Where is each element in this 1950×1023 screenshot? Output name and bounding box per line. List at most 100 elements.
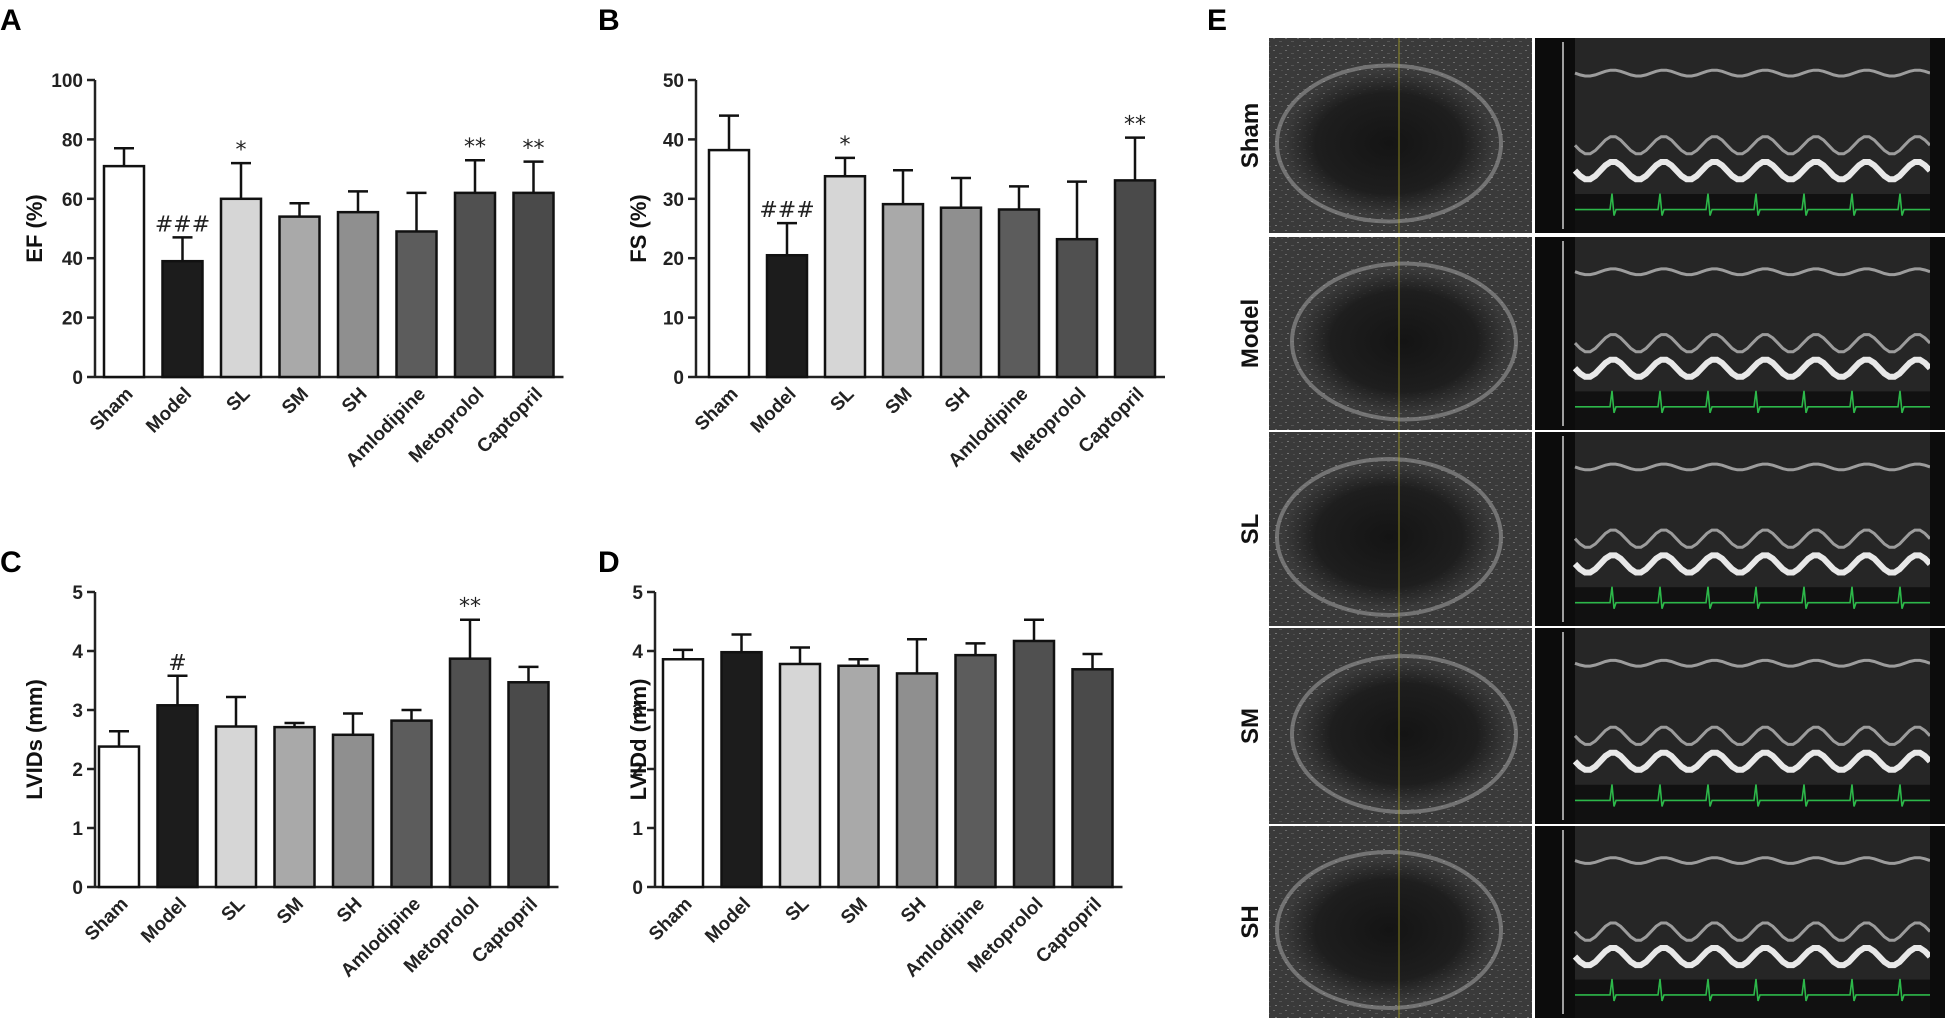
- depth-scale: [1535, 237, 1575, 430]
- y-tick-label: 10: [663, 309, 684, 330]
- category-label: SH: [333, 894, 367, 928]
- significance-label: **: [523, 137, 545, 162]
- error-bar: [172, 236, 193, 262]
- category-label: SH: [338, 384, 372, 418]
- echo-row-sm: SM: [1237, 628, 1945, 824]
- y-tick-label: 3: [632, 701, 643, 722]
- wall-motion-trace: [1573, 921, 1932, 942]
- category-label: SM: [273, 894, 308, 929]
- error-bar: [777, 221, 797, 256]
- bar-captopril: [512, 191, 555, 379]
- significance-label: **: [1124, 113, 1146, 138]
- panel-letter-c: C: [0, 546, 22, 579]
- wall-motion-trace: [1573, 528, 1932, 549]
- y-axis-title: EF (%): [22, 194, 47, 262]
- y-tick-label: 40: [62, 249, 83, 270]
- ventricle-wall: [1275, 457, 1503, 617]
- echocardiography-panel: Sham Model SL SM SH: [1237, 38, 1945, 1018]
- y-tick-label: 1: [632, 819, 643, 840]
- y-tick-label: 0: [632, 878, 643, 899]
- category-label: SH: [897, 894, 931, 928]
- error-bar: [465, 158, 485, 193]
- category-label: SL: [782, 893, 814, 925]
- bar-metoprolol: [453, 191, 497, 379]
- error-bar: [1024, 618, 1044, 641]
- bar-sh: [336, 210, 380, 379]
- bar-sh: [331, 733, 375, 889]
- panel-letter-d: D: [598, 546, 620, 579]
- bar-sham: [102, 164, 146, 379]
- echo-row-label: Model: [1237, 299, 1264, 368]
- echo-row-sham: Sham: [1237, 38, 1945, 233]
- ecg-trace: [1575, 586, 1930, 609]
- ecg-strip: [1575, 587, 1930, 626]
- wall-motion-trace: [1574, 856, 1931, 865]
- depth-scale: [1535, 826, 1575, 1018]
- bar-amlodipine: [390, 719, 433, 889]
- error-bar: [1067, 180, 1087, 240]
- ecg-trace: [1575, 978, 1930, 1002]
- error-bar: [951, 176, 971, 208]
- error-bar: [460, 618, 480, 659]
- y-tick-label: 100: [51, 71, 83, 92]
- bar-sm: [273, 725, 316, 889]
- wall-motion-trace: [1572, 356, 1933, 380]
- panel-letter-a: A: [0, 4, 22, 37]
- y-axis-title: LVIDs (mm): [22, 679, 47, 800]
- panel-letter-e: E: [1207, 4, 1227, 37]
- wall-motion-trace: [1572, 945, 1933, 969]
- ventricle-cavity: [1284, 71, 1494, 216]
- y-tick-label: 4: [72, 642, 83, 663]
- wall-motion-trace: [1574, 658, 1931, 668]
- y-tick-label: 30: [663, 190, 684, 211]
- time-scale: [1930, 826, 1945, 1018]
- ventricle-cavity: [1284, 465, 1494, 609]
- error-bar: [231, 161, 251, 199]
- error-bar: [719, 114, 739, 151]
- error-bar: [348, 190, 368, 213]
- bar-sham: [707, 148, 751, 379]
- echo-row-sh: SH: [1237, 826, 1945, 1018]
- error-bar: [835, 156, 855, 177]
- bar-metoprolol: [1012, 639, 1056, 889]
- bar-sl: [219, 197, 263, 379]
- bar-sl: [823, 174, 867, 379]
- bar-amlodipine: [954, 653, 997, 889]
- y-tick-label: 60: [62, 190, 83, 211]
- time-scale: [1930, 237, 1945, 430]
- category-label: SM: [278, 384, 313, 419]
- bar-sl: [214, 725, 258, 889]
- y-tick-label: 20: [62, 309, 83, 330]
- error-bar: [965, 642, 986, 656]
- y-tick-label: 0: [673, 368, 684, 389]
- significance-label: #: [168, 651, 186, 676]
- bar-metoprolol: [1055, 237, 1099, 379]
- category-label: SL: [218, 893, 250, 925]
- bar-captopril: [1071, 668, 1114, 889]
- wall-motion-trace: [1574, 462, 1931, 472]
- echo-row-model: Model: [1237, 237, 1945, 430]
- bar-model: [156, 704, 199, 889]
- error-bar: [406, 191, 427, 232]
- time-scale: [1930, 38, 1945, 233]
- echo-row-label: SM: [1237, 708, 1264, 744]
- error-bar: [731, 633, 752, 653]
- error-bar: [673, 648, 693, 660]
- wall-motion-trace: [1573, 725, 1932, 746]
- bar-metoprolol: [448, 657, 492, 889]
- wall-motion-trace: [1573, 135, 1932, 156]
- category-label: SM: [882, 384, 917, 419]
- wall-motion-trace: [1574, 267, 1931, 277]
- bar-model: [765, 253, 809, 379]
- y-axis-title: LVIDd (mm): [626, 679, 651, 801]
- depth-scale: [1535, 432, 1575, 626]
- category-label: Model: [137, 894, 191, 948]
- time-scale: [1930, 432, 1945, 626]
- significance-label: **: [464, 135, 486, 160]
- y-tick-label: 20: [663, 249, 684, 270]
- wall-motion-trace: [1572, 552, 1933, 576]
- y-tick-label: 0: [72, 368, 83, 389]
- category-label: SL: [223, 383, 255, 415]
